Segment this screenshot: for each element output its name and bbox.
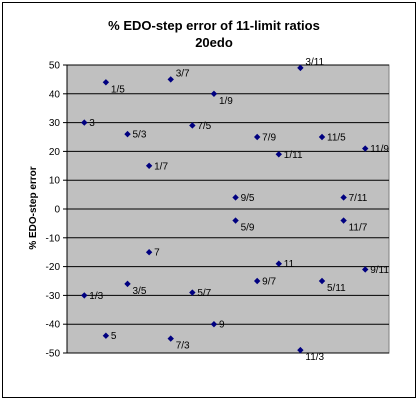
chart-subtitle: 20edo — [195, 35, 233, 50]
data-point — [297, 346, 304, 354]
data-point — [81, 292, 88, 299]
data-point — [232, 217, 239, 224]
point-label: 9 — [219, 320, 225, 331]
data-point — [318, 277, 326, 285]
data-point — [102, 332, 110, 339]
data-point — [189, 289, 196, 296]
data-point — [124, 130, 131, 138]
data-point — [167, 335, 174, 342]
point-label: 1/7 — [154, 161, 168, 172]
data-point — [210, 321, 218, 328]
chart-title: % EDO-step error of 11-limit ratios — [108, 18, 320, 33]
y-tick-label: -40 — [46, 320, 61, 331]
point-label: 9/7 — [262, 277, 276, 288]
point-label: 7/3 — [176, 341, 190, 352]
data-point — [340, 217, 347, 224]
data-point — [102, 79, 110, 86]
point-label: 9/11 — [370, 265, 389, 276]
data-point — [362, 266, 369, 273]
point-label: 5/7 — [197, 288, 211, 299]
point-label: 11/5 — [327, 133, 346, 144]
point-label: 5/3 — [133, 130, 147, 141]
point-label: 1/5 — [111, 84, 125, 95]
data-point — [275, 151, 282, 158]
y-tick-label: -30 — [46, 291, 61, 302]
y-tick-label: -50 — [46, 349, 61, 360]
data-point — [167, 76, 174, 83]
point-label: 9/5 — [241, 193, 255, 204]
data-point — [318, 133, 326, 141]
point-label: 11/9 — [370, 144, 389, 155]
data-point — [297, 64, 304, 72]
point-label: 3/7 — [176, 68, 190, 79]
point-label: 11/3 — [305, 352, 324, 363]
y-tick-label: 40 — [49, 89, 61, 100]
y-tick-label: 30 — [49, 118, 61, 129]
point-label: 11 — [284, 259, 295, 270]
y-tick-label: -20 — [46, 262, 61, 273]
point-label: 7/11 — [349, 193, 368, 204]
point-label: 1/3 — [89, 291, 103, 302]
y-tick-label: 10 — [49, 176, 61, 187]
point-label: 7 — [154, 248, 160, 259]
point-label: 5/11 — [327, 283, 346, 294]
point-label: 3/11 — [305, 57, 324, 68]
data-point — [210, 90, 218, 97]
point-label: 11/7 — [349, 223, 368, 234]
data-point — [145, 249, 153, 256]
data-point — [253, 277, 261, 285]
point-label: 1/9 — [219, 96, 233, 107]
y-axis-label: % EDO-step error — [28, 166, 39, 249]
point-label: 7/9 — [262, 133, 276, 144]
data-point — [81, 119, 88, 126]
data-point — [253, 133, 261, 141]
data-point — [232, 194, 239, 201]
plot-area: -50 -40 -30 -20 -10 0 10 20 30 40 50 3 1/3 1/5 5 5/3 3/5… — [46, 57, 390, 363]
point-label: 1/11 — [284, 150, 303, 161]
y-tick-label: 50 — [49, 61, 61, 72]
y-tick-label: 20 — [49, 147, 61, 158]
data-point — [362, 145, 369, 152]
point-label: 5/9 — [241, 223, 255, 234]
point-label: 3/5 — [133, 286, 147, 297]
data-point — [124, 280, 131, 288]
data-point — [189, 122, 196, 129]
y-tick-label: 0 — [54, 205, 60, 216]
data-point — [145, 162, 153, 169]
y-tick-label: -10 — [46, 233, 61, 244]
point-label: 3 — [89, 118, 95, 129]
point-label: 5 — [111, 331, 117, 342]
data-point — [340, 194, 347, 201]
data-point — [275, 260, 282, 267]
point-label: 7/5 — [197, 121, 211, 132]
